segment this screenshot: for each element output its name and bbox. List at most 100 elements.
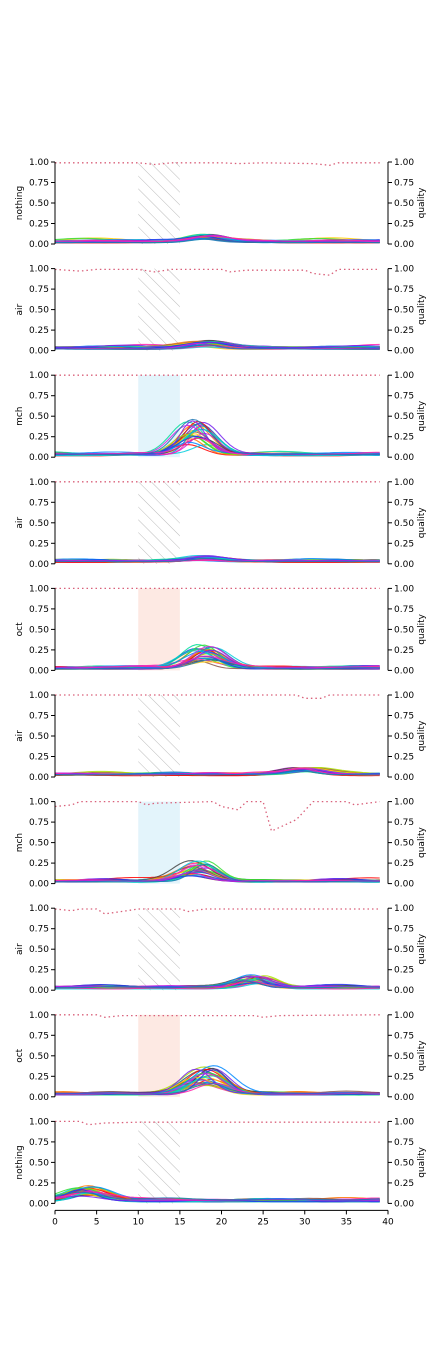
left-tick-label: 0.50 [29,732,49,742]
panel-5: 0.00 0.00 0.25 0.25 0.50 0.50 0.75 0.75 1.00 1.00… [15,584,427,676]
right-tick-label: 0.75 [394,1138,414,1148]
right-tick-label: 0.75 [394,605,414,615]
right-tick-label: 0.75 [394,498,414,508]
right-tick-label: 1.00 [394,584,414,594]
left-tick-label: 0.75 [29,285,49,295]
right-tick-label: 0.00 [394,453,414,463]
stimulus-window-hatched [138,162,180,244]
left-tick-label: 0.50 [29,519,49,529]
right-tick-label: 0.50 [394,412,414,422]
right-tick-label: 0.25 [394,220,414,230]
trace-line [55,980,380,989]
quality-line [54,908,380,915]
right-tick-label: 0.75 [394,925,414,935]
left-tick-label: 0.50 [29,199,49,209]
right-tick-label: 1.00 [394,265,414,275]
trace-line [55,428,380,457]
quality-axis-label: quality [417,187,427,218]
panel-4: 0.00 0.00 0.25 0.25 0.50 0.50 0.75 0.75 1.00 1.00… [15,478,427,570]
right-tick-label: 0.75 [394,392,414,402]
quality-axis-label: quality [417,933,427,964]
x-tick-label: 5 [94,1217,100,1227]
right-tick-label: 0.00 [394,666,414,676]
right-tick-label: 1.00 [394,478,414,488]
quality-axis-label: quality [417,400,427,431]
left-tick-label: 0.00 [29,1093,49,1103]
left-tick-label: 0.25 [29,646,49,656]
right-tick-label: 0.75 [394,712,414,722]
left-tick-label: 1.00 [29,478,49,488]
left-tick-label: 0.25 [29,1179,49,1189]
right-tick-label: 0.25 [394,1179,414,1189]
quality-line [55,162,380,166]
left-tick-label: 0.75 [29,1031,49,1041]
left-tick-label: 0.00 [29,240,49,250]
trace-line [55,418,380,455]
right-tick-label: 0.50 [394,839,414,849]
quality-line [55,1120,380,1126]
right-tick-label: 1.00 [394,798,414,808]
trace-line [55,863,380,883]
right-tick-label: 1.00 [394,904,414,914]
right-tick-label: 0.50 [394,732,414,742]
stimulus-window-hatched [138,268,180,351]
left-tick-label: 0.75 [29,925,49,935]
right-tick-label: 0.00 [394,560,414,570]
trace-line [54,1068,380,1096]
quality-line [54,268,380,276]
panel-ylabel: oct [15,1048,25,1062]
right-tick-label: 1.00 [394,158,414,168]
trace-line [55,235,380,242]
left-tick-label: 1.00 [29,371,49,381]
stimulus-window-hatched [138,695,180,777]
quality-axis-label: quality [417,1040,427,1071]
right-tick-label: 0.25 [394,433,414,443]
left-tick-label: 0.00 [29,666,49,676]
left-tick-label: 0.25 [29,326,49,336]
trace-line [55,770,380,776]
panel-3: 0.00 0.00 0.25 0.25 0.50 0.50 0.75 0.75 1.00 1.00… [15,371,427,463]
trace-line [55,980,380,990]
left-tick-label: 0.25 [29,753,49,763]
left-tick-label: 0.00 [29,453,49,463]
stimulus-window-hatched [138,1121,180,1204]
right-tick-label: 0.00 [394,1199,414,1209]
panel-2: 0.00 0.00 0.25 0.25 0.50 0.50 0.75 0.75 1.00 1.00… [15,265,427,357]
right-tick-label: 0.75 [394,1031,414,1041]
left-tick-label: 0.25 [29,539,49,549]
trace-line [54,1195,380,1202]
trace-line [54,659,380,670]
x-axis: 0 5 10 15 20 25 30 35 40 [52,1209,394,1227]
quality-axis-label: quality [417,1146,427,1177]
stimulus-window-oct [138,588,180,671]
left-tick-label: 0.50 [29,839,49,849]
panel-9: 0.00 0.00 0.25 0.25 0.50 0.50 0.75 0.75 1.00 1.00… [15,1011,427,1103]
left-tick-label: 0.50 [29,625,49,635]
left-tick-label: 0.00 [29,880,49,890]
quality-line [55,1014,380,1018]
x-tick-label: 35 [341,1217,352,1227]
trace-line [54,1191,380,1201]
panel-8: 0.00 0.00 0.25 0.25 0.50 0.50 0.75 0.75 1.00 1.00… [15,904,427,996]
panel-ylabel: air [15,730,25,742]
left-tick-label: 0.50 [29,945,49,955]
left-tick-label: 0.00 [29,347,49,357]
left-tick-label: 0.50 [29,1052,49,1062]
left-tick-label: 0.75 [29,712,49,722]
right-tick-label: 0.50 [394,306,414,316]
stimulus-window-mch [138,801,180,884]
right-tick-label: 0.50 [394,625,414,635]
left-tick-label: 0.75 [29,1138,49,1148]
left-tick-label: 0.50 [29,412,49,422]
x-tick-label: 25 [257,1217,268,1227]
quality-axis-label: quality [417,613,427,644]
left-tick-label: 0.75 [29,392,49,402]
panel-ylabel: mch [15,406,25,425]
right-tick-label: 0.75 [394,818,414,828]
panel-ylabel: mch [15,833,25,852]
left-tick-label: 0.25 [29,1072,49,1082]
left-tick-label: 0.75 [29,179,49,189]
right-tick-label: 0.25 [394,326,414,336]
trace-line [55,557,380,563]
right-tick-label: 1.00 [394,1011,414,1021]
